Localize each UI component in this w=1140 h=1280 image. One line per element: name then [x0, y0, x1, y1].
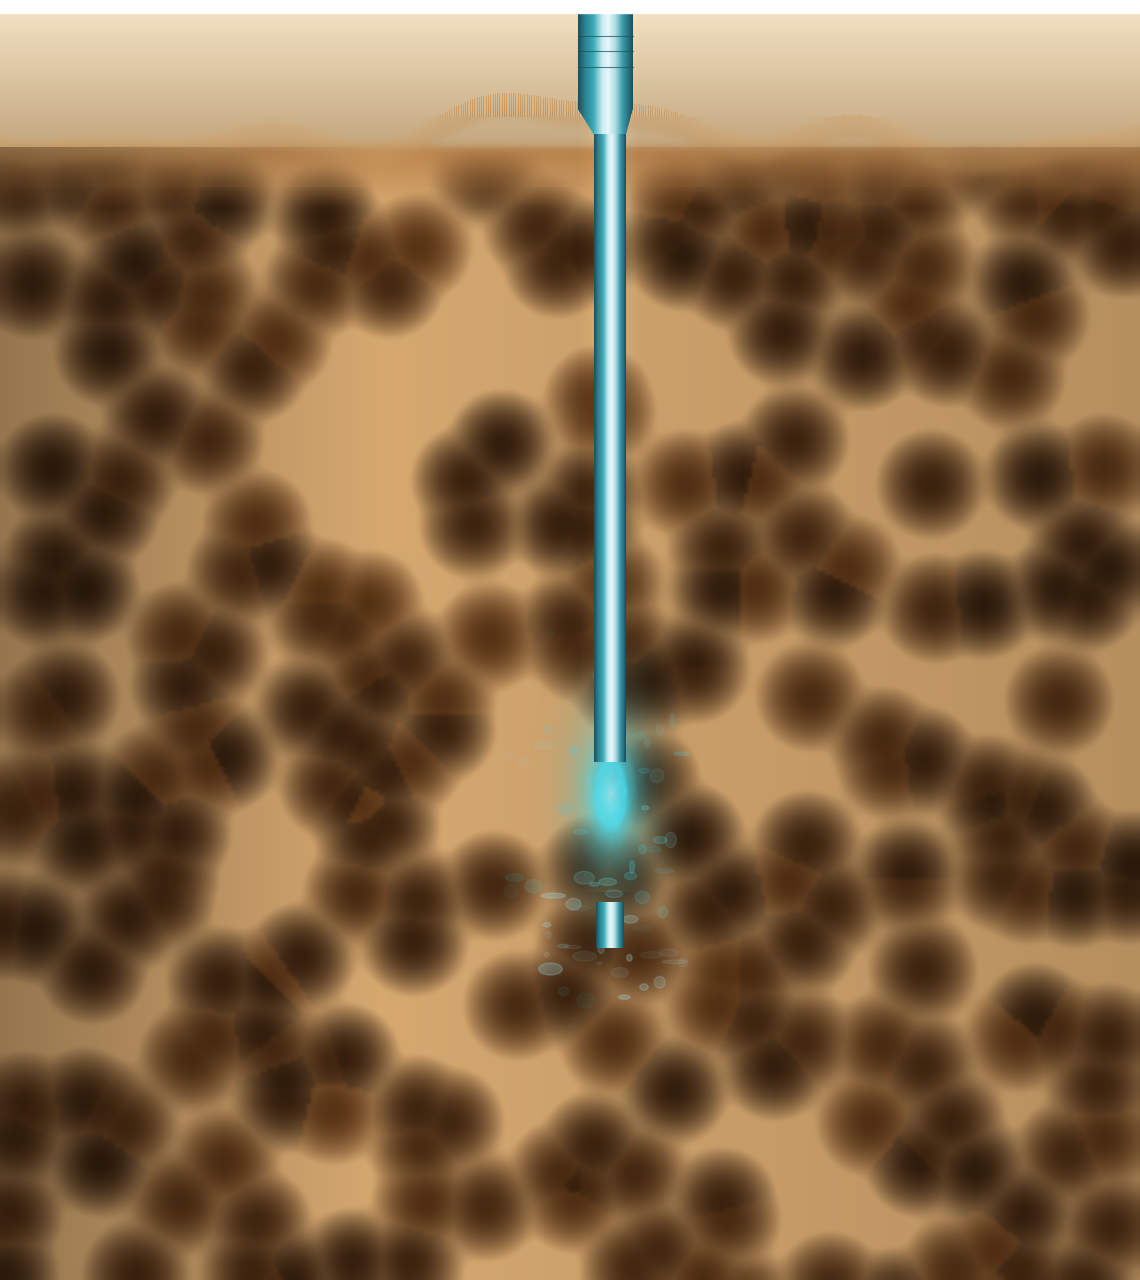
Ellipse shape — [565, 899, 581, 910]
Ellipse shape — [678, 959, 689, 966]
Ellipse shape — [660, 948, 678, 956]
Ellipse shape — [622, 915, 638, 923]
Ellipse shape — [557, 945, 569, 948]
Ellipse shape — [598, 878, 617, 886]
Ellipse shape — [640, 984, 649, 991]
Ellipse shape — [545, 952, 549, 957]
Ellipse shape — [635, 891, 650, 904]
Ellipse shape — [650, 769, 663, 782]
Ellipse shape — [573, 829, 587, 835]
Ellipse shape — [665, 832, 676, 847]
Ellipse shape — [629, 861, 635, 873]
Ellipse shape — [662, 960, 687, 964]
Ellipse shape — [575, 872, 594, 884]
Ellipse shape — [597, 941, 604, 954]
Ellipse shape — [570, 746, 578, 754]
Ellipse shape — [674, 751, 690, 755]
Ellipse shape — [605, 890, 622, 897]
Ellipse shape — [539, 963, 562, 975]
Ellipse shape — [633, 732, 646, 740]
Ellipse shape — [535, 741, 554, 749]
Ellipse shape — [654, 977, 665, 988]
Ellipse shape — [542, 893, 565, 899]
Ellipse shape — [593, 669, 600, 680]
Ellipse shape — [545, 726, 551, 733]
Ellipse shape — [653, 837, 667, 844]
Ellipse shape — [559, 987, 569, 996]
Ellipse shape — [559, 803, 572, 814]
Ellipse shape — [627, 955, 632, 961]
Ellipse shape — [571, 906, 591, 911]
Ellipse shape — [603, 728, 620, 736]
Ellipse shape — [645, 739, 651, 748]
Ellipse shape — [577, 993, 595, 1009]
Ellipse shape — [564, 946, 581, 948]
Ellipse shape — [524, 879, 543, 893]
Ellipse shape — [589, 882, 600, 886]
Ellipse shape — [625, 872, 636, 879]
Ellipse shape — [657, 724, 665, 735]
Bar — [0, 0, 1140, 13]
Ellipse shape — [670, 713, 675, 727]
Ellipse shape — [546, 932, 551, 938]
Ellipse shape — [596, 963, 602, 965]
Ellipse shape — [506, 874, 523, 882]
Ellipse shape — [654, 869, 674, 873]
Ellipse shape — [619, 995, 630, 1000]
Ellipse shape — [638, 845, 646, 854]
Ellipse shape — [658, 906, 668, 918]
Ellipse shape — [518, 758, 531, 767]
Ellipse shape — [646, 846, 660, 852]
Ellipse shape — [641, 951, 662, 959]
Ellipse shape — [640, 768, 649, 773]
Ellipse shape — [544, 923, 551, 927]
Ellipse shape — [642, 806, 649, 810]
Ellipse shape — [572, 951, 596, 961]
Ellipse shape — [611, 968, 628, 978]
